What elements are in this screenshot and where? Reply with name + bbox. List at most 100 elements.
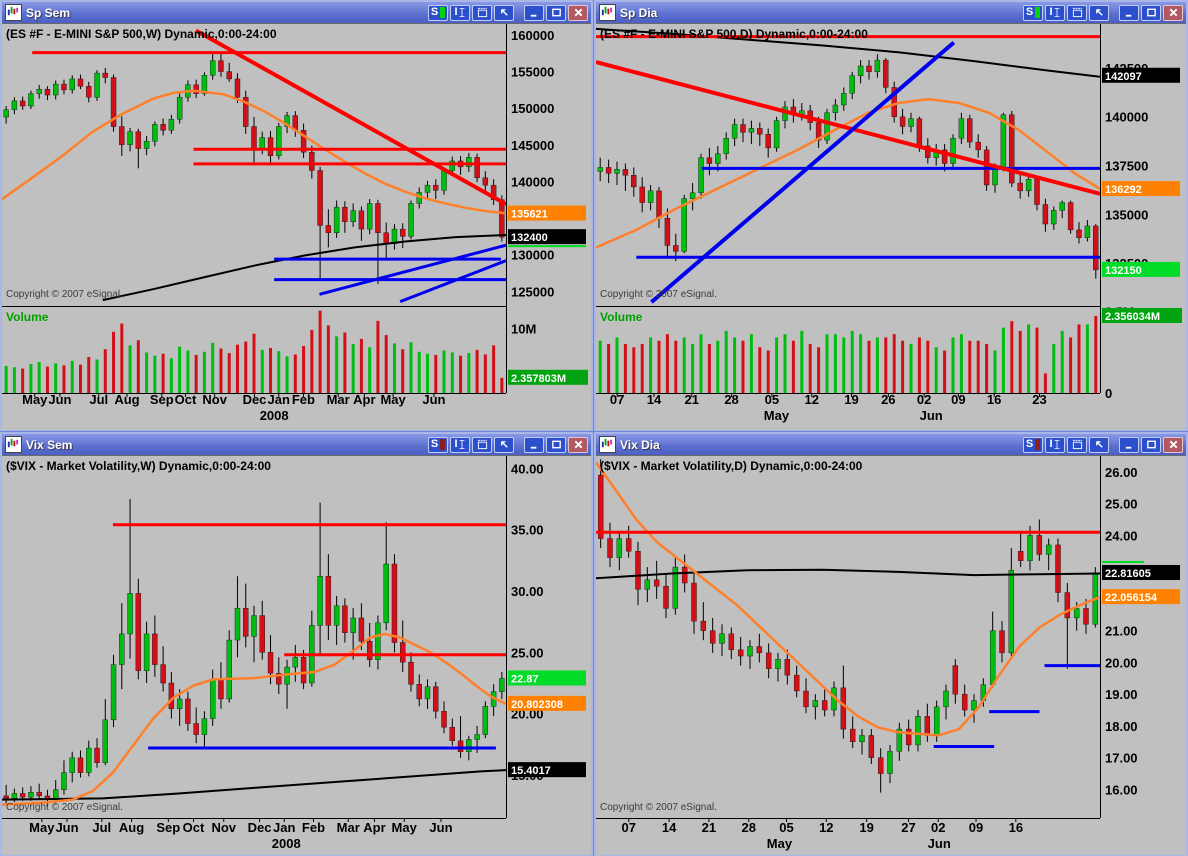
svg-text:Jun: Jun xyxy=(429,820,452,835)
window-title: Vix Dia xyxy=(620,437,660,452)
svg-text:0: 0 xyxy=(1105,386,1112,401)
close-icon xyxy=(574,440,582,449)
interval-link-button[interactable]: I xyxy=(1045,4,1065,21)
close-button[interactable] xyxy=(568,4,588,21)
copyright-text: Copyright © 2007 eSignal. xyxy=(6,289,123,300)
svg-text:Jul: Jul xyxy=(92,820,111,835)
symbol-link-button[interactable]: S xyxy=(1023,436,1043,453)
svg-text:05: 05 xyxy=(779,820,793,835)
symbol-link-color-icon xyxy=(440,439,446,450)
window-titlebar[interactable]: Vix Sem S I xyxy=(2,434,591,455)
popout-arrow-icon xyxy=(1095,441,1103,448)
window-titlebar[interactable]: Sp Sem S I xyxy=(2,2,591,23)
svg-text:28: 28 xyxy=(724,392,738,407)
interval-link-button[interactable]: I xyxy=(450,436,470,453)
symbol-link-label: S xyxy=(1025,6,1034,18)
minimize-button[interactable] xyxy=(1119,4,1139,21)
volume-study-label: Volume xyxy=(6,310,49,324)
svg-text:Nov: Nov xyxy=(202,392,227,407)
symbol-link-button[interactable]: S xyxy=(428,4,448,21)
close-button[interactable] xyxy=(1163,4,1183,21)
svg-text:12: 12 xyxy=(819,820,833,835)
svg-text:Oct: Oct xyxy=(183,820,205,835)
frame-icon xyxy=(477,7,487,18)
svg-text:Apr: Apr xyxy=(363,820,385,835)
maximize-button[interactable] xyxy=(1141,436,1161,453)
minimize-button[interactable] xyxy=(524,436,544,453)
ibeam-cursor-icon xyxy=(1054,440,1059,449)
volume-study-label: Volume xyxy=(600,310,643,324)
chart-symbol-label: ($VIX - Market Volatility,D) Dynamic,0:0… xyxy=(600,459,863,473)
symbol-link-label: S xyxy=(1025,438,1034,450)
price-chart-canvas[interactable]: 40.0035.0030.0025.0020.0015.0022.8720.80… xyxy=(2,456,591,855)
svg-text:Jan: Jan xyxy=(273,820,295,835)
svg-text:19: 19 xyxy=(859,820,873,835)
svg-text:21.00: 21.00 xyxy=(1105,624,1138,639)
svg-text:150000: 150000 xyxy=(511,101,554,116)
close-button[interactable] xyxy=(568,436,588,453)
new-frame-button[interactable] xyxy=(1067,4,1087,21)
symbol-link-label: S xyxy=(430,438,439,450)
window-titlebar[interactable]: Vix Dia S I xyxy=(596,434,1186,455)
popout-button[interactable] xyxy=(1089,436,1109,453)
svg-text:21: 21 xyxy=(702,820,716,835)
interval-link-label: I xyxy=(454,6,458,18)
svg-text:Aug: Aug xyxy=(119,820,144,835)
minimize-button[interactable] xyxy=(524,4,544,21)
svg-text:Sep: Sep xyxy=(156,820,180,835)
svg-text:Jun: Jun xyxy=(928,836,951,851)
svg-text:Jun: Jun xyxy=(48,392,71,407)
price-chart-canvas[interactable]: 26.00 25.00 24.00 21.00 20.00 19.00 18.00 17.00… xyxy=(596,456,1185,855)
svg-text:18.00: 18.00 xyxy=(1105,719,1138,734)
copyright-text: Copyright © 2007 eSignal. xyxy=(600,802,717,813)
svg-text:22.056154: 22.056154 xyxy=(1105,592,1158,604)
svg-text:Feb: Feb xyxy=(302,820,325,835)
svg-text:09: 09 xyxy=(969,820,983,835)
svg-text:2008: 2008 xyxy=(272,836,301,851)
svg-text:Oct: Oct xyxy=(175,392,197,407)
new-frame-button[interactable] xyxy=(1067,436,1087,453)
svg-text:09: 09 xyxy=(951,392,965,407)
chart-client-area: ($VIX - Market Volatility,D) Dynamic,0:0… xyxy=(596,455,1186,855)
interval-link-button[interactable]: I xyxy=(450,4,470,21)
chart-app-icon xyxy=(5,436,22,453)
popout-button[interactable] xyxy=(494,4,514,21)
new-frame-button[interactable] xyxy=(472,436,492,453)
frame-icon xyxy=(477,439,487,450)
symbol-link-button[interactable]: S xyxy=(1023,4,1043,21)
ibeam-cursor-icon xyxy=(459,440,464,449)
close-button[interactable] xyxy=(1163,436,1183,453)
maximize-button[interactable] xyxy=(546,436,566,453)
popout-button[interactable] xyxy=(1089,4,1109,21)
maximize-button[interactable] xyxy=(1141,4,1161,21)
svg-text:Sep: Sep xyxy=(150,392,174,407)
svg-text:22.81605: 22.81605 xyxy=(1105,568,1151,580)
minimize-button[interactable] xyxy=(1119,436,1139,453)
svg-text:Mar: Mar xyxy=(337,820,360,835)
svg-text:140000: 140000 xyxy=(1105,110,1148,125)
popout-arrow-icon xyxy=(500,9,508,16)
svg-text:20.802308: 20.802308 xyxy=(511,699,563,711)
svg-text:May: May xyxy=(764,408,790,423)
symbol-link-color-icon xyxy=(1035,439,1041,450)
svg-text:Jun: Jun xyxy=(422,392,445,407)
maximize-button[interactable] xyxy=(546,4,566,21)
svg-text:24.00: 24.00 xyxy=(1105,528,1138,543)
chart-window-sp-weekly: Sp Sem S I (ES #F - E-MINI S&P 500,W) Dy… xyxy=(0,0,593,431)
svg-text:160000: 160000 xyxy=(511,28,554,43)
svg-text:145000: 145000 xyxy=(511,138,554,153)
maximize-icon xyxy=(551,440,561,449)
new-frame-button[interactable] xyxy=(472,4,492,21)
interval-link-button[interactable]: I xyxy=(1045,436,1065,453)
svg-text:21: 21 xyxy=(685,392,699,407)
window-titlebar[interactable]: Sp Dia S I xyxy=(596,2,1186,23)
svg-text:26.00: 26.00 xyxy=(1105,465,1138,480)
popout-button[interactable] xyxy=(494,436,514,453)
svg-text:May: May xyxy=(22,392,48,407)
price-chart-canvas[interactable]: 10M 2.357803M 160000 155000 150000 145000 1400… xyxy=(2,24,591,430)
svg-text:132150: 132150 xyxy=(1105,265,1142,277)
svg-text:12: 12 xyxy=(804,392,818,407)
symbol-link-button[interactable]: S xyxy=(428,436,448,453)
price-chart-canvas[interactable]: 2.5M02.356034M14250014000013750013500013… xyxy=(596,24,1185,430)
svg-text:2.356034M: 2.356034M xyxy=(1105,311,1160,323)
